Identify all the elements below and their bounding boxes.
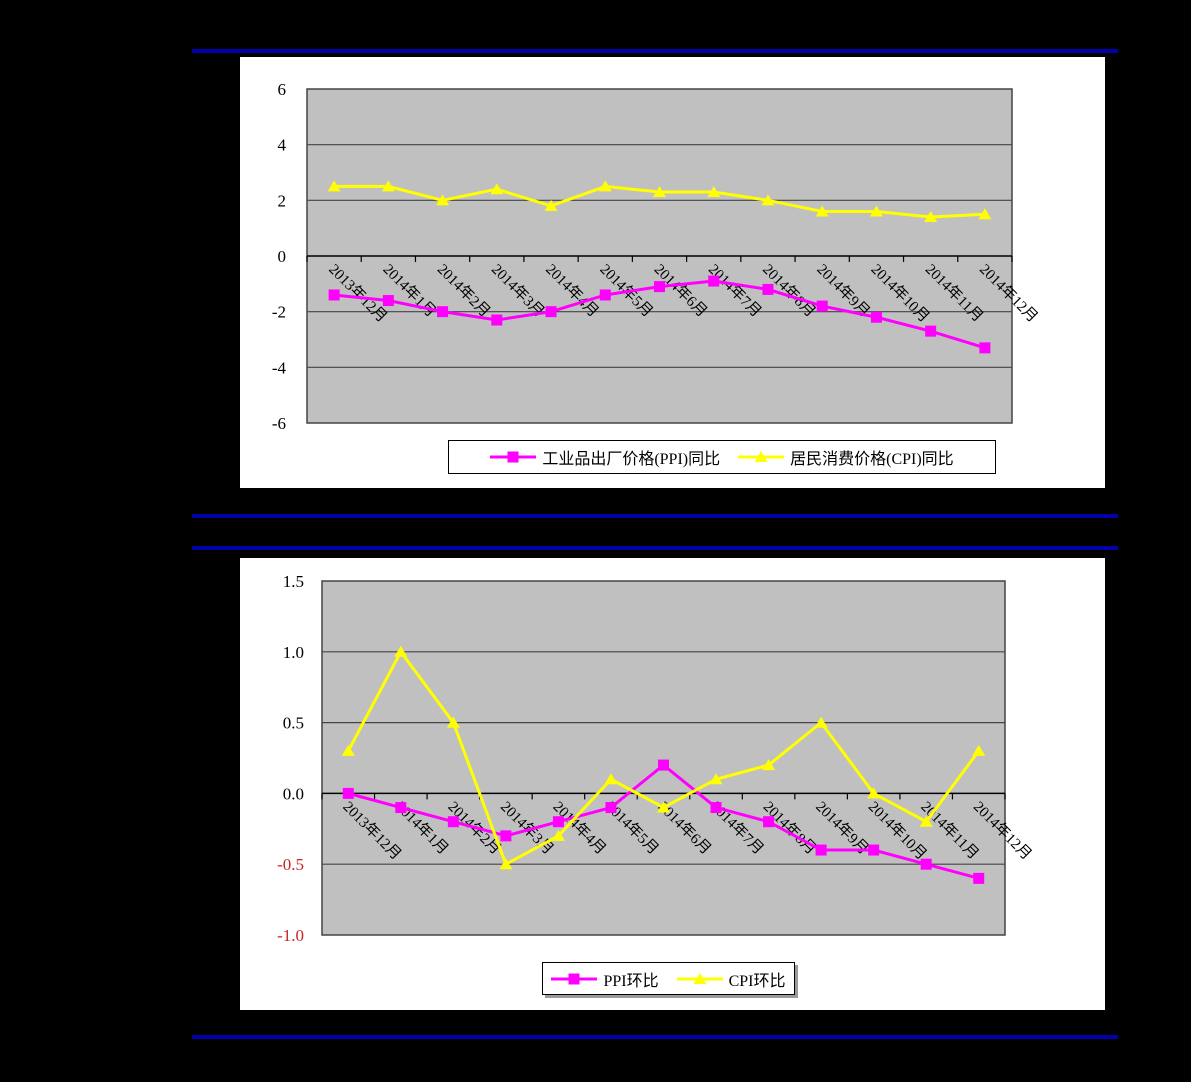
chart-panel-mom: 1.5 1.0 0.5 0.0 -0.5 -1.0 2013年12月 2014年1月 2014年… (240, 558, 1105, 1010)
data-point-marker (490, 183, 504, 195)
data-point-marker (920, 858, 932, 870)
y-tick-label: 0.0 (283, 784, 304, 803)
legend-marker-square-icon (490, 451, 537, 463)
legend-item: CPI环比 (676, 967, 786, 991)
data-point-marker (381, 180, 395, 192)
data-point-marker (925, 325, 937, 337)
data-point-marker (551, 829, 565, 841)
y-tick-label: 2 (278, 191, 287, 210)
data-point-marker (552, 816, 564, 828)
yoy-chart-canvas: 6420-2-4-62013年12月2014年1月2014年2月2014年3月2… (272, 80, 1041, 433)
y-tick-label: -2 (272, 303, 286, 322)
data-point-marker (654, 281, 665, 293)
data-point-marker (867, 787, 881, 799)
legend-marker (568, 973, 580, 984)
data-point-marker (657, 801, 670, 813)
legend-item: PPI环比 (551, 967, 659, 991)
data-point-marker (978, 208, 992, 220)
data-point-marker (544, 199, 558, 211)
data-point-marker (816, 300, 828, 312)
data-point-marker (436, 194, 450, 206)
y-tick-label: -0.5 (277, 855, 304, 874)
y-tick-label: -4 (272, 358, 287, 377)
legend-item-label: CPI环比 (728, 972, 786, 990)
legend-marker-triangle-icon (738, 451, 785, 462)
data-point-marker (653, 185, 666, 197)
data-point-marker (761, 194, 775, 206)
legend-item-label: PPI环比 (603, 972, 659, 990)
plot-area (321, 580, 1006, 936)
legend-item-label: 工业品出厂价格(PPI)同比 (542, 451, 721, 468)
legend-item: 工业品出厂价格(PPI)同比 (490, 445, 720, 469)
y-tick-label: 1.0 (283, 643, 304, 662)
data-point-marker (762, 759, 776, 771)
divider-line (192, 49, 1118, 53)
divider-line (192, 1035, 1118, 1039)
data-point-marker (973, 872, 985, 884)
data-point-marker (658, 759, 669, 771)
mom-chart-legend: PPI环比 CPI环比 (542, 962, 795, 995)
data-point-marker (341, 744, 355, 756)
data-point-marker (342, 787, 354, 799)
data-point-marker (604, 773, 618, 785)
legend-marker-triangle-icon (676, 972, 723, 984)
data-point-marker (598, 180, 612, 192)
data-point-marker (499, 858, 513, 870)
data-point-marker (815, 844, 827, 856)
divider-line (192, 514, 1118, 518)
chart-panel-yoy: 6 4 2 0 -2 -4 -6 2013年12月 2014年1月 2014年2月 2014年3月 2… (240, 57, 1105, 488)
data-point-marker (709, 773, 723, 785)
data-point-marker (395, 802, 407, 814)
data-point-marker (972, 744, 986, 756)
data-point-marker (869, 205, 883, 217)
data-point-marker (599, 289, 611, 301)
data-point-marker (924, 211, 938, 223)
data-point-marker (327, 180, 341, 192)
data-point-marker (708, 275, 720, 287)
y-tick-label: -6 (272, 414, 286, 433)
data-point-marker (762, 283, 774, 295)
legend-marker (693, 972, 707, 984)
data-point-marker (763, 816, 775, 828)
data-point-marker (491, 314, 503, 326)
data-point-marker (447, 816, 459, 828)
data-point-marker (437, 306, 449, 318)
data-point-marker (707, 185, 721, 197)
y-tick-label: -1.0 (277, 926, 304, 945)
data-point-marker (919, 815, 933, 827)
y-tick-label: 1.5 (283, 572, 304, 591)
data-point-marker (545, 306, 557, 318)
legend-item-label: 居民消费价格(CPI)同比 (790, 451, 954, 468)
y-tick-label: 0 (278, 247, 287, 266)
data-point-marker (500, 830, 512, 842)
divider-line (192, 546, 1118, 550)
data-point-marker (870, 311, 882, 323)
data-point-marker (710, 802, 722, 814)
mom-chart-canvas: 1.51.00.50.0-0.5-1.02013年12月2014年1月2014年… (277, 572, 1035, 945)
legend-marker (754, 451, 768, 462)
data-point-marker (328, 289, 340, 301)
data-point-marker (394, 645, 408, 657)
y-tick-label: 6 (278, 80, 287, 99)
yoy-chart-legend: 工业品出厂价格(PPI)同比 居民消费价格(CPI)同比 (448, 440, 996, 474)
data-point-marker (815, 205, 829, 217)
data-point-marker (814, 716, 828, 728)
legend-marker-square-icon (551, 973, 598, 984)
legend-item: 居民消费价格(CPI)同比 (738, 445, 954, 469)
data-point-marker (382, 295, 394, 307)
data-point-marker (979, 342, 991, 354)
data-point-marker (868, 844, 880, 856)
data-point-marker (605, 802, 617, 814)
legend-marker (507, 451, 519, 463)
y-tick-label: 4 (278, 136, 287, 155)
y-tick-label: 0.5 (283, 714, 304, 733)
data-point-marker (446, 716, 460, 728)
